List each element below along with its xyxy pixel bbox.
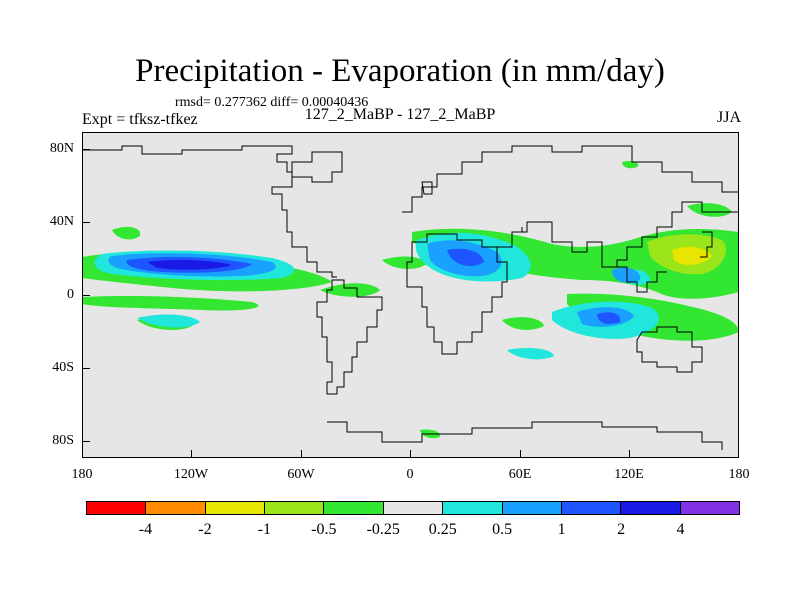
colorbar-segment [680, 502, 739, 514]
colorbar-label: -4 [138, 521, 153, 538]
colorbar-label: 2 [617, 521, 626, 538]
y-tick [82, 222, 90, 223]
colorbar-segment [87, 502, 147, 514]
colorbar-segment [205, 502, 266, 514]
colorbar-label: 1 [557, 521, 566, 538]
indian-blue-core [597, 312, 621, 324]
south-america-coast [316, 279, 383, 395]
negative-anomaly-patches [82, 160, 739, 439]
strong-negative-patches [672, 246, 712, 265]
stats-text: rmsd= 0.277362 diff= 0.00040436 [175, 95, 369, 110]
y-label-40s: 40S [52, 360, 74, 375]
y-label-80n: 80N [49, 141, 74, 156]
atlantic-equator-patch [320, 283, 380, 297]
x-tick [629, 450, 630, 458]
x-tick [520, 450, 521, 458]
y-tick [82, 295, 90, 296]
africa-coast [406, 233, 508, 355]
north-pacific-east [687, 203, 732, 217]
y-tick [82, 149, 90, 150]
colorbar-segment [324, 502, 384, 514]
x-label-180w: 180 [71, 467, 93, 482]
colorbar-segment [265, 502, 325, 514]
x-label-120w: 120W [173, 467, 209, 482]
precip-evap-field [82, 145, 739, 450]
y-label-80s: 80S [52, 433, 74, 448]
indochina-coast [617, 266, 667, 293]
asia-coast [512, 201, 739, 268]
x-label-60e: 60E [508, 467, 532, 482]
east-asia-core [672, 246, 712, 265]
y-label-0: 0 [67, 287, 74, 302]
experiment-label: Expt = tfksz-tfkez [82, 111, 198, 128]
y-label-40n: 40N [49, 214, 74, 229]
colorbar-label: -1 [257, 521, 272, 538]
europe-coast [402, 145, 739, 213]
pacific-darkblue-core [147, 259, 232, 270]
x-label-60w: 60W [287, 467, 315, 482]
arctic-green [622, 160, 639, 169]
very-strong-positive-patches [147, 259, 232, 270]
colorbar-segment [443, 502, 503, 514]
atlantic-cyan [137, 314, 200, 328]
colorbar-label: 0.25 [428, 521, 457, 538]
x-label-180e: 180 [728, 467, 750, 482]
season-label: JJA [716, 109, 741, 126]
y-tick [82, 441, 90, 442]
colorbar [86, 501, 740, 515]
atlantic-south-band [82, 295, 259, 311]
greenland-coast [291, 151, 343, 183]
y-tick [82, 368, 90, 369]
x-label-0: 0 [406, 467, 414, 482]
plot-title: Precipitation - Evaporation (in mm/day) [135, 53, 665, 89]
colorbar-segment [146, 502, 206, 514]
pacific-north-blob [112, 226, 141, 240]
colorbar-label: 4 [676, 521, 685, 538]
africa-blue-core [447, 248, 484, 266]
colorbar-label: 0.5 [492, 521, 513, 538]
colorbar-segment [561, 502, 622, 514]
colorbar-segment [383, 502, 444, 514]
x-tick [301, 450, 302, 458]
colorbar-label: -0.25 [366, 521, 400, 538]
colorbar-segment [502, 502, 562, 514]
colorbar-label: -2 [198, 521, 212, 538]
japan-coast [700, 231, 713, 258]
colorbar-label: -0.5 [311, 521, 337, 538]
coastlines [82, 145, 739, 450]
x-label-120e: 120E [614, 467, 644, 482]
arabia-coast [497, 227, 523, 248]
indian-south-patch [502, 317, 544, 330]
uk-coast [421, 181, 433, 195]
x-tick [191, 450, 192, 458]
south-atlantic-cyan [507, 348, 554, 360]
australia-coast [636, 326, 703, 373]
antarctica-coast [327, 421, 723, 450]
southeast-asia-lightblue [612, 267, 641, 283]
x-tick [410, 450, 411, 458]
map-plot-area [82, 132, 739, 458]
colorbar-segment [621, 502, 681, 514]
case-label: 127_2_MaBP - 127_2_MaBP [304, 106, 496, 123]
central-north-patch [382, 256, 427, 269]
north-america-coast [82, 145, 337, 278]
